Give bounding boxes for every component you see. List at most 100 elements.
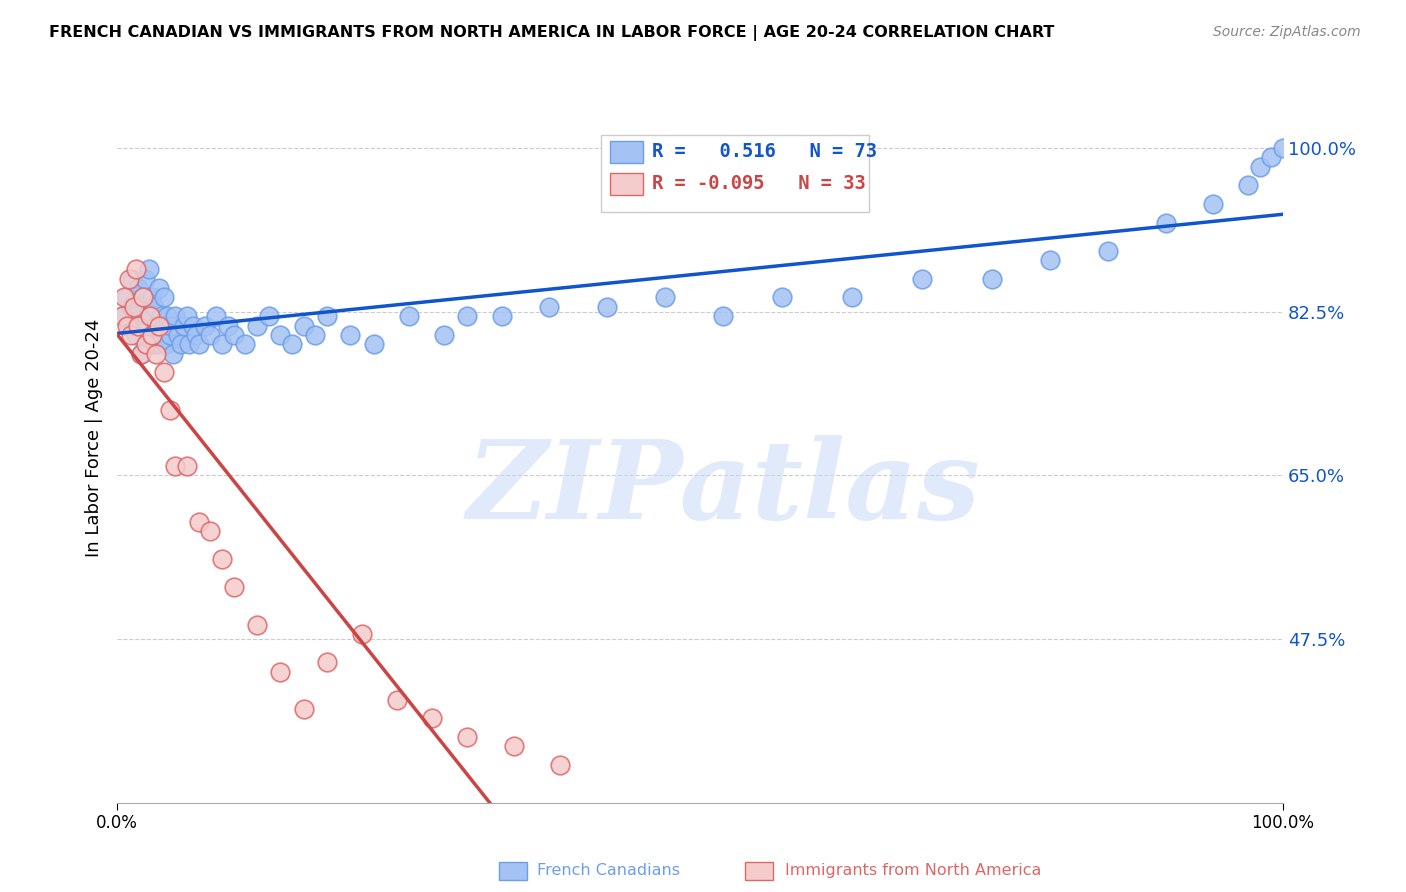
Point — [132, 290, 155, 304]
Point — [141, 337, 163, 351]
Point — [127, 318, 149, 333]
Point — [111, 309, 134, 323]
Point — [129, 346, 152, 360]
Point — [211, 552, 233, 566]
Point — [159, 318, 181, 333]
Point — [292, 702, 315, 716]
Point — [456, 309, 478, 323]
Point — [420, 711, 443, 725]
Point — [1249, 160, 1271, 174]
Point — [112, 290, 135, 304]
Point — [281, 337, 304, 351]
Point — [165, 458, 187, 473]
Point — [124, 309, 146, 323]
Point — [1202, 197, 1225, 211]
Point — [910, 272, 932, 286]
Point — [127, 281, 149, 295]
Point — [153, 318, 176, 333]
Point — [257, 309, 280, 323]
Point — [155, 337, 177, 351]
Point — [141, 327, 163, 342]
Point — [1272, 141, 1295, 155]
Point — [398, 309, 420, 323]
FancyBboxPatch shape — [610, 173, 643, 194]
Text: French Canadians: French Canadians — [537, 863, 681, 878]
Point — [143, 300, 166, 314]
Point — [145, 318, 167, 333]
Point — [1260, 150, 1282, 164]
Point — [205, 309, 228, 323]
Point — [246, 618, 269, 632]
Point — [120, 327, 142, 342]
Point — [316, 309, 339, 323]
Point — [181, 318, 204, 333]
Point — [433, 327, 456, 342]
Y-axis label: In Labor Force | Age 20-24: In Labor Force | Age 20-24 — [86, 318, 103, 557]
Text: Immigrants from North America: Immigrants from North America — [785, 863, 1040, 878]
Point — [350, 627, 373, 641]
Point — [217, 318, 239, 333]
FancyBboxPatch shape — [600, 135, 869, 211]
Point — [339, 327, 361, 342]
Point — [1097, 244, 1119, 258]
Point — [200, 327, 222, 342]
Point — [150, 309, 173, 323]
Text: Source: ZipAtlas.com: Source: ZipAtlas.com — [1213, 25, 1361, 39]
Point — [222, 327, 245, 342]
Point — [120, 300, 142, 314]
Point — [770, 290, 793, 304]
Point — [211, 337, 233, 351]
Point — [654, 290, 676, 304]
Point — [153, 290, 176, 304]
Point — [148, 281, 170, 295]
Point — [115, 290, 138, 304]
Point — [176, 458, 198, 473]
Point — [222, 581, 245, 595]
Point — [132, 290, 155, 304]
Text: R = -0.095   N = 33: R = -0.095 N = 33 — [652, 174, 866, 194]
Point — [246, 318, 269, 333]
Point — [1237, 178, 1260, 193]
Point — [363, 337, 385, 351]
Point — [166, 327, 188, 342]
Point — [491, 309, 513, 323]
Point — [980, 272, 1002, 286]
Point — [145, 346, 167, 360]
Point — [129, 346, 152, 360]
Point — [118, 318, 141, 333]
Point — [165, 309, 187, 323]
Point — [159, 402, 181, 417]
Point — [173, 318, 195, 333]
Point — [176, 309, 198, 323]
Point — [186, 327, 208, 342]
Point — [159, 327, 181, 342]
Point — [235, 337, 257, 351]
Point — [179, 337, 201, 351]
Point — [139, 309, 162, 323]
Text: R =   0.516   N = 73: R = 0.516 N = 73 — [652, 142, 877, 161]
Point — [537, 300, 560, 314]
Point — [121, 272, 143, 286]
Point — [456, 730, 478, 744]
Point — [134, 272, 156, 286]
Point — [139, 327, 162, 342]
Point — [170, 337, 193, 351]
FancyBboxPatch shape — [610, 141, 643, 162]
Point — [135, 309, 157, 323]
Point — [187, 337, 209, 351]
Text: ZIPatlas: ZIPatlas — [467, 435, 980, 542]
Point — [187, 515, 209, 529]
Point — [115, 318, 138, 333]
Point — [153, 365, 176, 379]
Point — [385, 692, 408, 706]
Point — [111, 309, 134, 323]
Point — [156, 309, 179, 323]
Point — [200, 524, 222, 539]
Point — [118, 272, 141, 286]
Point — [138, 262, 160, 277]
Point — [125, 262, 148, 277]
Point — [304, 327, 326, 342]
Point — [316, 655, 339, 669]
Point — [125, 327, 148, 342]
Point — [841, 290, 863, 304]
